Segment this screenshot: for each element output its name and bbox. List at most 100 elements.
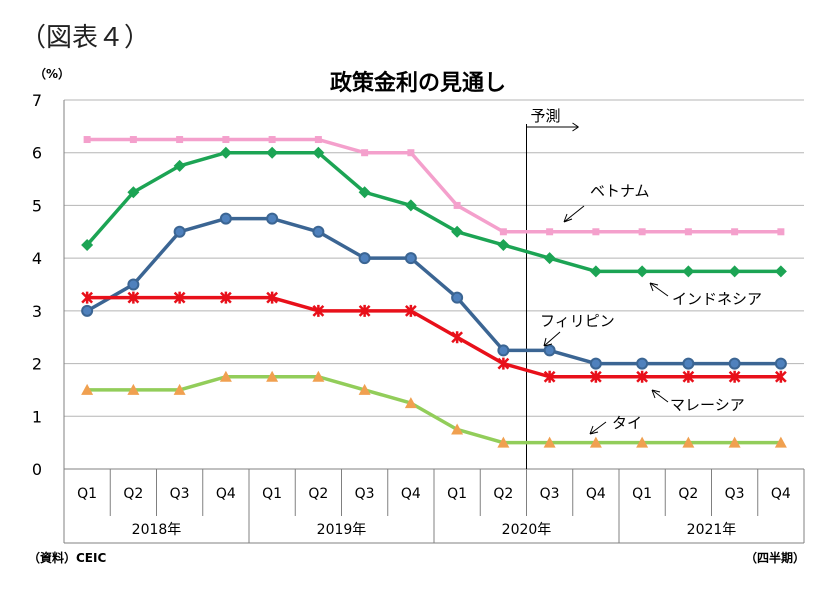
- x-axis: Q1 Q2 Q3 Q4 Q1 Q2 Q3 Q4 Q1 Q2 Q3 Q4 Q1 Q2 Q3 Q4 2018年 201…: [63, 469, 805, 543]
- point-1-3: [219, 146, 232, 159]
- series-line-4: [85, 375, 783, 445]
- point-3-5: [312, 304, 325, 317]
- point-3-4: [266, 291, 279, 304]
- point-0-0: [83, 136, 91, 144]
- point-0-14: [731, 228, 739, 236]
- point-3-14: [728, 370, 741, 383]
- point-1-4: [266, 146, 279, 159]
- point-2-1: [127, 278, 140, 291]
- label-philippines: フィリピン: [540, 312, 615, 330]
- point-0-8: [453, 201, 461, 209]
- x-tick-label-8: Q1: [447, 486, 467, 502]
- y-tick-label-2: 2: [32, 355, 42, 374]
- point-0-2: [176, 136, 184, 144]
- point-2-15: [774, 357, 787, 370]
- point-1-11: [589, 265, 602, 278]
- x-tick-label-14: Q3: [725, 486, 745, 502]
- x-tick-label-4: Q1: [262, 486, 282, 502]
- point-3-9: [497, 357, 510, 370]
- point-3-13: [682, 370, 695, 383]
- point-3-7: [404, 304, 417, 317]
- series-line-1: [85, 150, 783, 274]
- point-1-0: [81, 238, 94, 251]
- point-2-8: [451, 291, 464, 304]
- arrow-thailand: [589, 421, 607, 435]
- point-0-7: [407, 149, 415, 157]
- x-tick-label-5: Q2: [308, 486, 328, 502]
- point-0-1: [129, 136, 137, 144]
- point-0-9: [499, 228, 507, 236]
- point-1-9: [497, 238, 510, 251]
- point-0-4: [268, 136, 276, 144]
- x-tick-label-13: Q2: [678, 486, 698, 502]
- x-tick-label-7: Q4: [401, 486, 421, 502]
- year-label-1: 2019年: [317, 522, 367, 538]
- point-4-0: [81, 383, 94, 395]
- arrow-indonesia: [649, 282, 669, 297]
- period-note: （四半期）: [745, 550, 805, 565]
- series-annotations: ベトナム インドネシア フィリピン マレーシア タイ: [540, 182, 762, 435]
- y-tick-label-7: 7: [32, 91, 42, 110]
- series-group: [81, 136, 787, 448]
- point-1-12: [636, 265, 649, 278]
- point-3-12: [636, 370, 649, 383]
- point-3-1: [127, 291, 140, 304]
- point-1-14: [728, 265, 741, 278]
- forecast-divider: 予測: [526, 107, 579, 469]
- point-4-12: [636, 436, 649, 448]
- point-2-9: [497, 344, 510, 357]
- point-4-5: [312, 370, 325, 382]
- point-3-0: [81, 291, 94, 304]
- series-3: [81, 291, 787, 383]
- point-3-15: [774, 370, 787, 383]
- point-0-6: [361, 149, 369, 157]
- point-2-11: [589, 357, 602, 370]
- point-4-6: [358, 383, 371, 395]
- label-indonesia: インドネシア: [672, 290, 762, 308]
- y-tick-label-5: 5: [32, 196, 42, 215]
- point-4-8: [451, 423, 464, 435]
- point-1-15: [774, 265, 787, 278]
- series-0: [83, 136, 785, 236]
- series-2: [81, 212, 787, 370]
- chart-title: 政策金利の見通し: [330, 70, 506, 96]
- point-4-7: [404, 397, 417, 409]
- gridlines: [63, 99, 804, 544]
- x-tick-label-6: Q3: [355, 486, 375, 502]
- point-2-5: [312, 225, 325, 238]
- point-4-10: [543, 436, 556, 448]
- arrow-malaysia: [651, 389, 669, 403]
- series-line-3: [85, 295, 783, 379]
- point-1-10: [543, 252, 556, 265]
- y-tick-label-4: 4: [32, 249, 42, 268]
- y-tick-label-3: 3: [32, 302, 42, 321]
- point-3-6: [358, 304, 371, 317]
- label-thailand: タイ: [612, 414, 642, 432]
- y-tick-label-0: 0: [32, 460, 42, 479]
- point-2-12: [636, 357, 649, 370]
- figure-label: （図表４）: [20, 23, 150, 53]
- point-1-2: [173, 159, 186, 172]
- point-3-11: [589, 370, 602, 383]
- point-3-2: [173, 291, 186, 304]
- label-vietnam: ベトナム: [590, 182, 650, 200]
- point-1-13: [682, 265, 695, 278]
- y-tick-label-1: 1: [32, 407, 42, 426]
- point-2-4: [266, 212, 279, 225]
- point-2-6: [358, 252, 371, 265]
- label-malaysia: マレーシア: [670, 396, 745, 414]
- point-0-3: [222, 136, 230, 144]
- x-tick-label-3: Q4: [216, 486, 236, 502]
- point-4-15: [774, 436, 787, 448]
- x-tick-label-0: Q1: [77, 486, 97, 502]
- series-line-0: [85, 137, 783, 234]
- point-0-11: [592, 228, 600, 236]
- point-1-7: [404, 199, 417, 212]
- y-axis-ticks: 0 1 2 3 4 5 6 7: [32, 91, 42, 479]
- point-0-13: [684, 228, 692, 236]
- x-tick-label-11: Q4: [586, 486, 606, 502]
- x-tick-label-15: Q4: [771, 486, 791, 502]
- point-3-3: [219, 291, 232, 304]
- point-4-1: [127, 383, 140, 395]
- arrow-vietnam: [563, 205, 585, 223]
